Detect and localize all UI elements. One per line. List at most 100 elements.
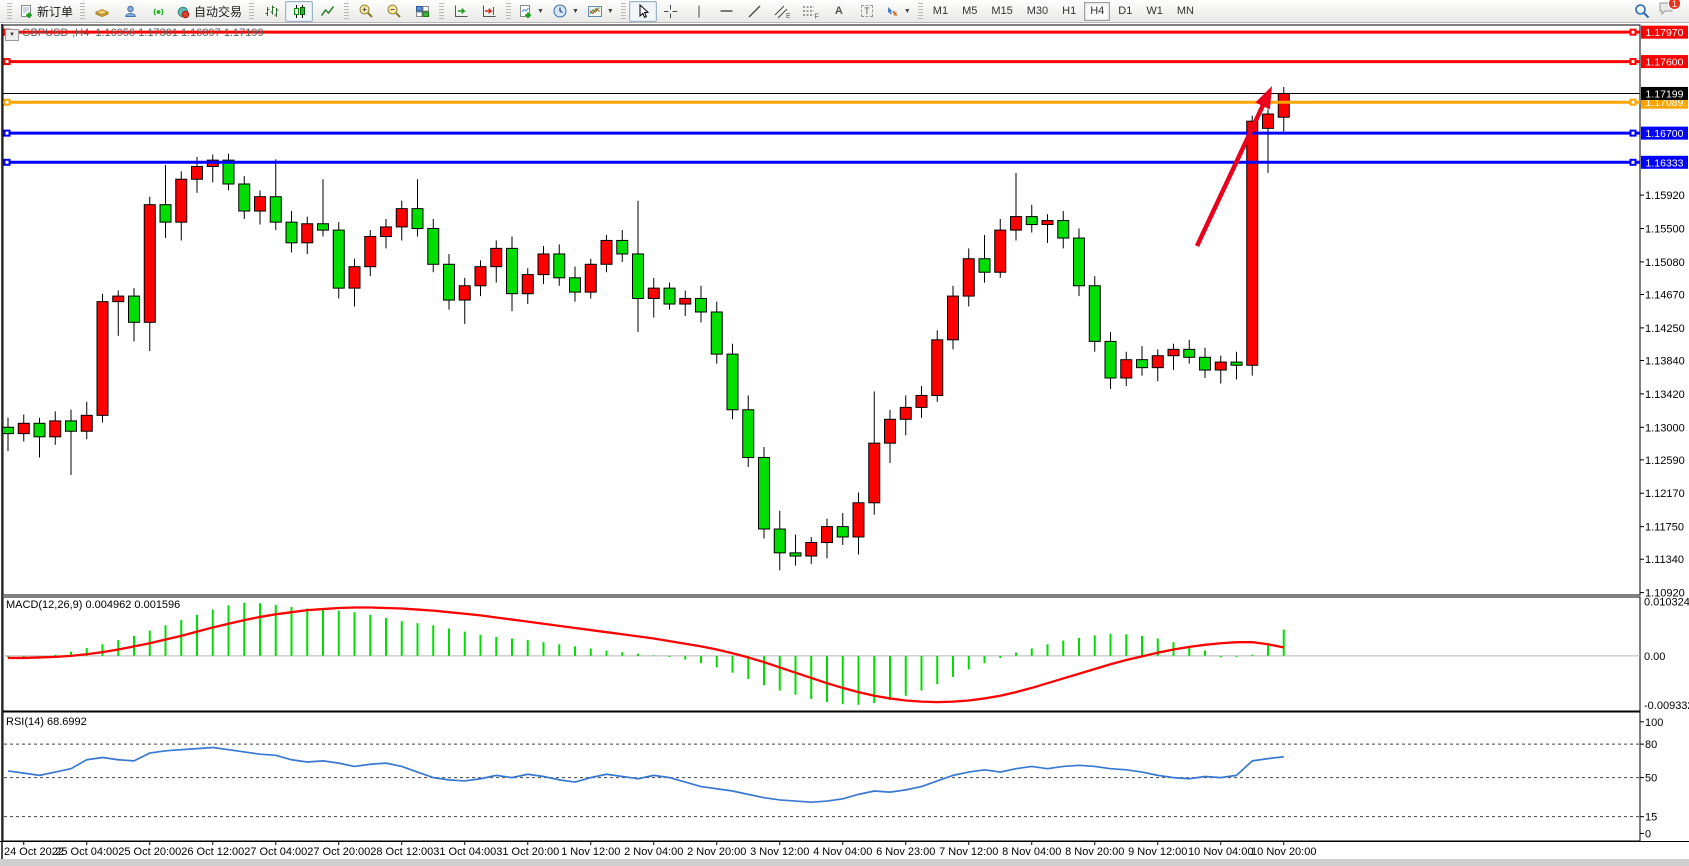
timeframe-h4[interactable]: H4 [1084, 1, 1111, 21]
timeframe-m5[interactable]: M5 [962, 5, 978, 18]
auto-trading-label: 自动交易 [194, 4, 243, 19]
crosshair-icon [664, 4, 678, 18]
date-label: 25 Oct 20:00 [118, 846, 181, 858]
text-tool-button[interactable]: A [825, 1, 853, 22]
candle-body [600, 239, 613, 265]
chart-shift-button[interactable] [475, 1, 503, 22]
rsi-scale-label: 0 [1645, 828, 1651, 840]
svg-text:E: E [786, 13, 791, 19]
profiles-icon [94, 8, 110, 17]
cursor-tool-button[interactable] [628, 0, 657, 22]
candle-body [17, 422, 30, 435]
chart-title: GBPUSD-,H4 1.16956 1.17301 1.16897 1.171… [22, 27, 264, 39]
candle-body [931, 339, 944, 396]
fibonacci-tool-button[interactable]: F [797, 1, 825, 22]
candle-body [1230, 361, 1243, 366]
candle-body [380, 226, 392, 237]
candlestick-icon [293, 4, 305, 18]
line-handle-dot [5, 131, 9, 135]
candle-body [978, 258, 991, 273]
toolbar-grip [344, 3, 350, 19]
signals-button[interactable] [144, 1, 172, 22]
main-price-panel[interactable] [2, 24, 1641, 596]
candle-body [1136, 359, 1148, 369]
auto-scroll-button[interactable] [447, 1, 475, 22]
timeframe-mn[interactable]: MN [1176, 5, 1194, 18]
timeframe-m1[interactable]: M1 [932, 5, 949, 18]
notifications-button[interactable]: 1 [1658, 0, 1681, 21]
timeframe-m15[interactable]: M15 [991, 5, 1013, 18]
macd-panel[interactable] [2, 596, 1641, 712]
new-order-label: 新订单 [37, 4, 74, 19]
date-label: 2 Nov 04:00 [624, 846, 683, 858]
candle-body [128, 295, 140, 323]
candle-body [33, 422, 46, 438]
candle-body [1104, 340, 1117, 379]
zoom-out-button[interactable] [380, 1, 408, 22]
price-tick-label: 1.15920 [1645, 190, 1685, 202]
crosshair-tool-button[interactable] [657, 1, 685, 22]
periods-button[interactable]: ▼ [548, 1, 583, 22]
candle-body [112, 295, 125, 303]
templates-button[interactable]: ▼ [583, 1, 618, 22]
candle-body [269, 196, 282, 223]
add-indicator-icon [520, 4, 531, 18]
timeframe-w1[interactable]: W1 [1146, 5, 1163, 18]
candle-body [1199, 356, 1211, 371]
candle-body [647, 287, 660, 299]
macd-indicator-label: MACD(12,26,9) 0.004962 0.001596 [6, 599, 181, 611]
shapes-tool-button[interactable]: ▼ [881, 1, 915, 22]
line-chart-mode-button[interactable] [313, 1, 341, 22]
toolbar-grip [80, 3, 86, 19]
candle-body [773, 528, 786, 554]
candle-body [1073, 237, 1085, 287]
candle-body [1088, 285, 1101, 342]
auto-trading-button[interactable]: 自动交易 [172, 1, 246, 22]
label-tool-button[interactable]: T [853, 1, 881, 22]
candle-body [1010, 216, 1022, 231]
vertical-line-tool-button[interactable] [685, 1, 713, 22]
price-flag-label: 1.16700 [1646, 128, 1684, 140]
candle-body [427, 228, 440, 265]
new-order-button[interactable]: 新订单 [15, 1, 77, 22]
toolbar-grip [249, 3, 255, 19]
zoom-in-button[interactable] [352, 1, 380, 22]
trendline-tool-button[interactable] [741, 1, 769, 22]
auto-trading-icon [177, 6, 190, 18]
price-flag [1641, 126, 1688, 140]
timeframe-h1[interactable]: H1 [1062, 5, 1077, 18]
timeframe-d1[interactable]: D1 [1118, 5, 1133, 18]
candle-body [1025, 216, 1038, 226]
trend-arrow-line[interactable] [1194, 99, 1268, 247]
macd-scale-label: 0.00 [1644, 651, 1665, 663]
date-label: 28 Oct 12:00 [370, 846, 433, 858]
trend-arrow-head[interactable] [1255, 86, 1272, 110]
candle-body [254, 196, 266, 212]
tile-windows-button[interactable] [408, 1, 436, 22]
rsi-scale-label: 15 [1645, 812, 1657, 824]
dropdown-caret-icon: ▼ [903, 7, 911, 15]
search-icon[interactable] [1634, 3, 1650, 19]
template-icon [587, 5, 602, 17]
date-label: 10 Nov 20:00 [1251, 846, 1316, 858]
bar-chart-mode-button[interactable] [257, 1, 285, 22]
timeframe-m30[interactable]: M30 [1026, 5, 1049, 18]
zoom-in-icon [359, 4, 373, 18]
candlestick-mode-button[interactable] [285, 0, 314, 22]
candle-body [569, 277, 581, 293]
price-flag-label: 1.17089 [1646, 97, 1684, 109]
horizontal-line-tool-button[interactable] [713, 1, 741, 22]
date-label: 10 Nov 04:00 [1188, 846, 1253, 858]
date-label: 6 Nov 23:00 [876, 846, 935, 858]
profiles-button[interactable] [88, 1, 116, 22]
community-button[interactable] [116, 1, 144, 22]
macd-scale-label: -0.009332 [1644, 700, 1689, 712]
rsi-panel[interactable] [2, 711, 1641, 842]
macd-signal-line [8, 606, 1284, 704]
channel-tool-button[interactable]: E [769, 1, 797, 22]
add-indicator-button[interactable]: ▼ [514, 1, 548, 22]
signal-icon [153, 7, 163, 16]
symbol-dropdown-button[interactable]: ▼ [5, 29, 19, 41]
clock-icon [553, 4, 567, 18]
